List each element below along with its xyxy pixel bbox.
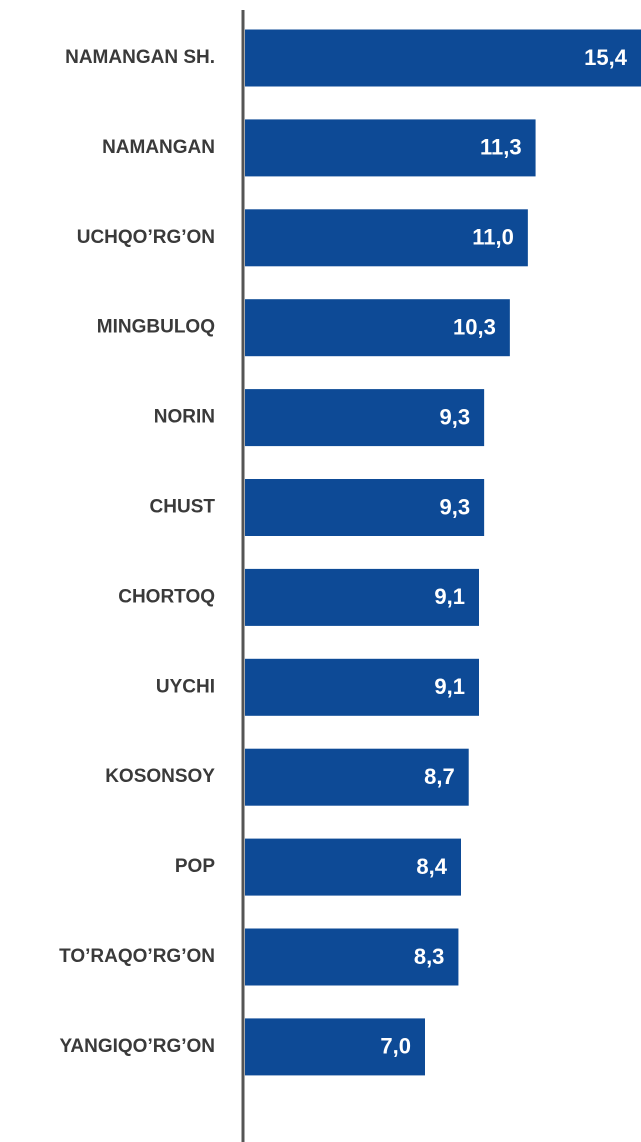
- value-label: 11,0: [472, 225, 514, 250]
- category-label: MINGBULOQ: [97, 317, 215, 338]
- bar: [245, 568, 479, 626]
- value-label: 7,0: [380, 1034, 411, 1059]
- bar: [245, 928, 459, 986]
- category-label: KOSONSOY: [105, 766, 215, 787]
- bar: [245, 119, 536, 177]
- value-label: 8,7: [424, 764, 455, 789]
- value-label: 10,3: [453, 315, 496, 340]
- category-label: UCHQO’RG’ON: [77, 227, 215, 248]
- category-label: UYCHI: [156, 676, 215, 697]
- value-label: 9,3: [440, 404, 471, 429]
- value-label: 8,4: [416, 854, 447, 879]
- value-label: 15,4: [584, 45, 628, 70]
- value-label: 9,3: [440, 494, 471, 519]
- category-label: CHORTOQ: [118, 586, 215, 607]
- value-label: 9,1: [434, 584, 465, 609]
- category-label: TO’RAQO’RG’ON: [59, 946, 215, 967]
- bar: [245, 838, 461, 896]
- value-label: 9,1: [434, 674, 465, 699]
- category-label: NAMANGAN SH.: [65, 47, 215, 68]
- value-label: 8,3: [414, 944, 445, 969]
- value-label: 11,3: [480, 135, 522, 160]
- bar: [245, 29, 641, 87]
- bar: [245, 479, 485, 536]
- bar: [245, 389, 485, 447]
- bar: [245, 1018, 425, 1076]
- bar: [245, 209, 528, 267]
- category-label: NAMANGAN: [102, 137, 215, 158]
- category-label: NORIN: [154, 407, 215, 428]
- category-label: YANGIQO’RG’ON: [59, 1036, 215, 1057]
- category-label: POP: [175, 856, 215, 877]
- bar: [245, 299, 510, 357]
- category-label: CHUST: [150, 497, 216, 518]
- bar: [245, 658, 479, 716]
- bar: [245, 748, 469, 806]
